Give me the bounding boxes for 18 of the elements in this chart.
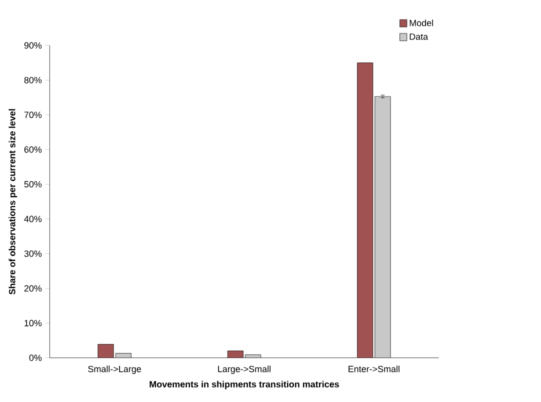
y-tick-label: 90%: [24, 42, 42, 49]
y-tick-label: 0%: [29, 354, 42, 362]
y-tick-label: 50%: [24, 181, 42, 188]
legend-label: Data: [410, 34, 428, 40]
y-tick-label: 40%: [24, 216, 42, 222]
y-axis-title: Share of observations per current size level: [8, 109, 18, 295]
y-tick-label: 10%: [24, 320, 42, 326]
legend-label: Model: [410, 20, 433, 26]
bar: [374, 96, 391, 358]
y-tick-label: 80%: [24, 77, 42, 84]
y-tick-label: 20%: [24, 285, 42, 292]
y-tick-label: 60%: [24, 146, 42, 153]
x-tick-label: Large->Small: [218, 366, 270, 374]
x-tick-label: Small->Large: [88, 366, 141, 374]
x-tick-label: Enter->Small: [348, 366, 400, 372]
x-axis-title: Movements in shipments transition matrices: [150, 380, 339, 390]
y-tick-label: 70%: [24, 112, 42, 118]
y-tick-label: 30%: [24, 250, 42, 257]
